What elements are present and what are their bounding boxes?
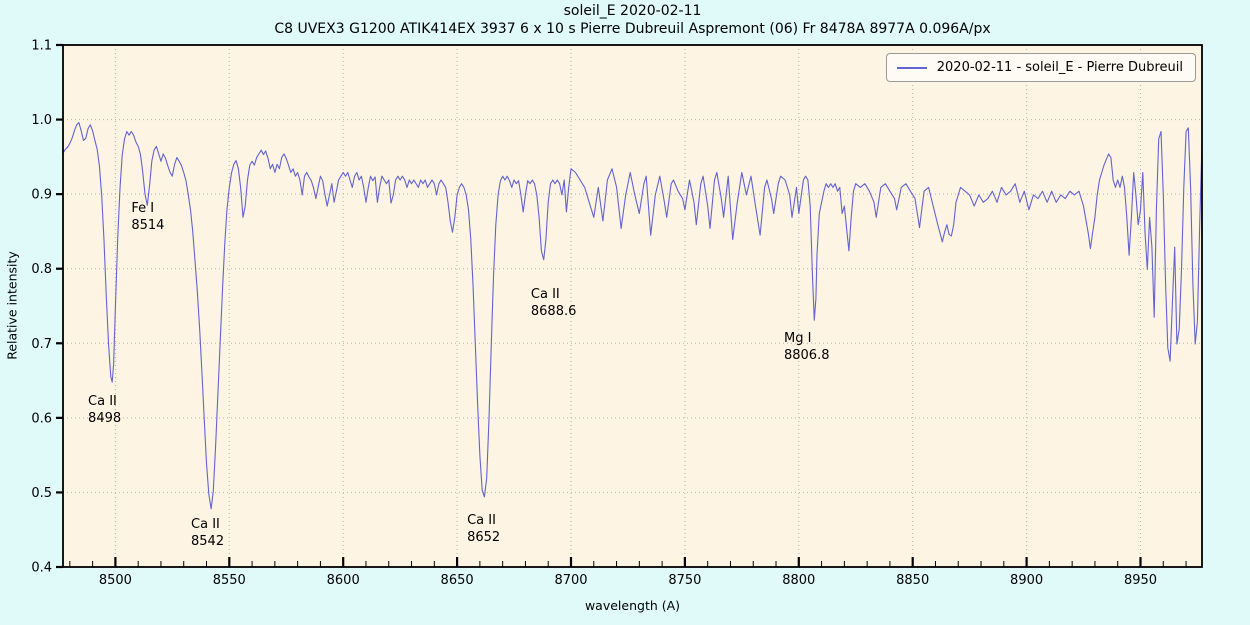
plot-background <box>63 45 1202 567</box>
y-tick-label: 1.1 <box>31 39 52 54</box>
y-tick-label: 0.4 <box>31 561 52 576</box>
line-annotation: Mg I 8806.8 <box>783 330 830 363</box>
x-tick-label: 8600 <box>327 573 360 588</box>
chart-subtitle: C8 UVEX3 G1200 ATIK414EX 3937 6 x 10 s P… <box>274 21 991 37</box>
line-annotation: Ca II 8652 <box>467 513 501 546</box>
line-annotation: Ca II 8498 <box>88 393 122 426</box>
x-tick-label: 8650 <box>441 573 474 588</box>
x-tick-label: 8800 <box>782 573 815 588</box>
legend-label: 2020-02-11 - soleil_E - Pierre Dubreuil <box>936 60 1183 75</box>
x-tick-label: 8500 <box>99 573 132 588</box>
x-tick-label: 8700 <box>554 573 587 588</box>
chart-title: soleil_E 2020-02-11 <box>563 3 702 19</box>
line-annotation: Fe I 8514 <box>131 201 165 234</box>
line-annotation: Ca II 8542 <box>191 517 225 550</box>
y-tick-label: 0.6 <box>31 411 52 426</box>
y-tick-label: 0.5 <box>31 486 52 501</box>
x-tick-label: 8900 <box>1010 573 1043 588</box>
spectrum-line <box>62 122 1203 510</box>
x-tick-label: 8850 <box>896 573 929 588</box>
y-axis-label: Relative intensity <box>4 251 20 360</box>
y-tick-label: 0.8 <box>31 262 52 277</box>
y-tick-label: 0.7 <box>31 337 52 352</box>
y-tick-label: 0.9 <box>31 188 52 203</box>
x-axis-label: wavelength (A) <box>584 598 681 613</box>
x-tick-label: 8950 <box>1124 573 1157 588</box>
axes-frame <box>62 44 1203 568</box>
y-tick-label: 1.0 <box>31 113 52 128</box>
legend-line-sample-icon <box>896 66 927 69</box>
x-tick-label: 8750 <box>668 573 701 588</box>
line-annotation: Ca II 8688.6 <box>530 286 577 319</box>
legend-box: 2020-02-11 - soleil_E - Pierre Dubreuil <box>885 53 1196 82</box>
x-tick-label: 8550 <box>213 573 246 588</box>
